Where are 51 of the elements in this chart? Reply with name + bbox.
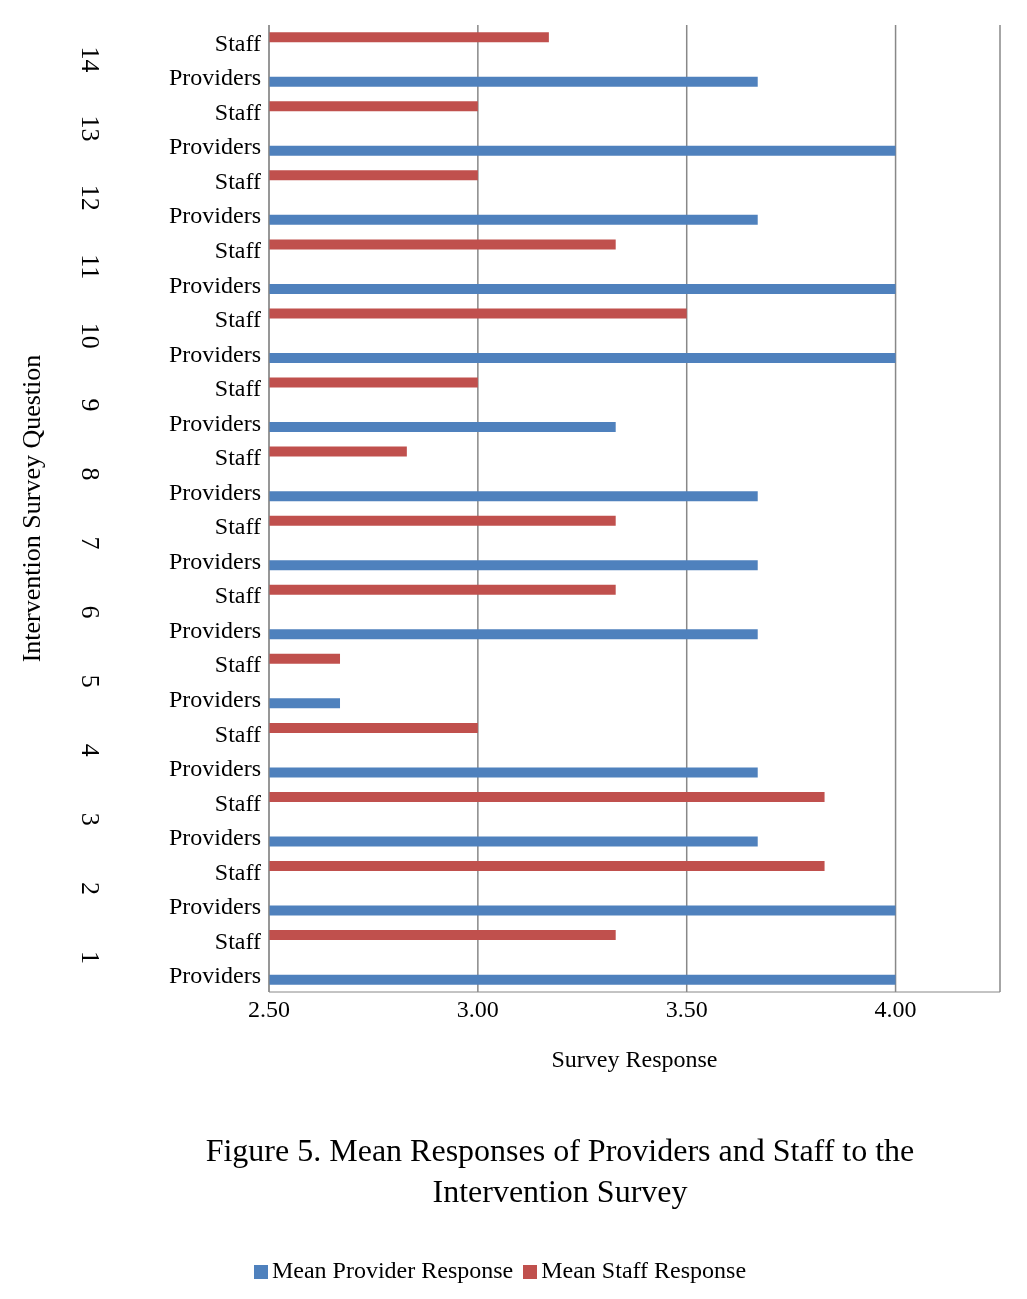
y-axis-title: Intervention Survey Question (17, 354, 46, 663)
x-tick-label: 3.00 (456, 996, 499, 1023)
y-tick-label: Staff (214, 513, 262, 540)
y-tick-label: Staff (214, 375, 262, 402)
y-tick-label: Providers (169, 616, 261, 643)
y-tick-label: Staff (214, 237, 262, 263)
y-tick-label: Providers (169, 64, 261, 91)
y-tick-label: Providers (169, 685, 261, 712)
y-tick-label: Providers (169, 893, 261, 920)
text: 3 (76, 812, 105, 826)
text: 4 (76, 743, 105, 757)
text: 2 (76, 881, 105, 895)
text: 14 (76, 46, 105, 73)
y-tick-label: Staff (214, 582, 262, 609)
y-tick-label: Providers (169, 202, 261, 229)
y-tick-label: Staff (214, 789, 262, 816)
y-tick-label: Providers (169, 271, 261, 298)
text: Figure 5. Mean Responses of Providers and Staff to the Intervention Survey (204, 1131, 916, 1211)
y-tick-label: Staff (214, 858, 262, 885)
legend-label: Mean Staff Response (541, 1257, 747, 1283)
y-tick-label: Staff (214, 444, 262, 471)
text: 7 (76, 536, 105, 550)
text: 1 (76, 950, 105, 964)
y-tick-label: Providers (169, 409, 261, 436)
y-tick-label: Providers (169, 962, 261, 989)
y-tick-label: Staff (214, 167, 262, 194)
x-tick-label: 2.50 (248, 996, 290, 1023)
text: 10 (76, 322, 105, 349)
text: 12 (76, 184, 105, 211)
y-tick-label: Providers (169, 824, 261, 851)
y-tick-label: Providers (169, 478, 261, 505)
y-tick-label: Staff (214, 927, 262, 954)
y-tick-label: Staff (214, 720, 262, 747)
text: 11 (76, 254, 105, 280)
y-tick-label: Providers (169, 340, 261, 367)
y-tick-label: Staff (214, 306, 262, 333)
y-tick-label: Providers (169, 755, 261, 782)
y-tick-label: Staff (214, 98, 262, 125)
y-tick-label: Staff (214, 651, 262, 678)
x-tick-label: 4.00 (874, 996, 917, 1023)
y-tick-label: Staff (214, 29, 262, 56)
text: 13 (76, 115, 105, 142)
text: 8 (76, 467, 105, 481)
y-tick-label: Providers (169, 547, 261, 574)
text: 5 (76, 674, 105, 688)
text: 9 (76, 398, 105, 412)
x-tick-label: 3.50 (665, 996, 708, 1023)
text: 6 (76, 605, 105, 619)
y-tick-label: Providers (169, 133, 261, 160)
legend-label: Mean Provider Response (271, 1257, 514, 1283)
x-axis-title: Survey Response (551, 1046, 718, 1072)
